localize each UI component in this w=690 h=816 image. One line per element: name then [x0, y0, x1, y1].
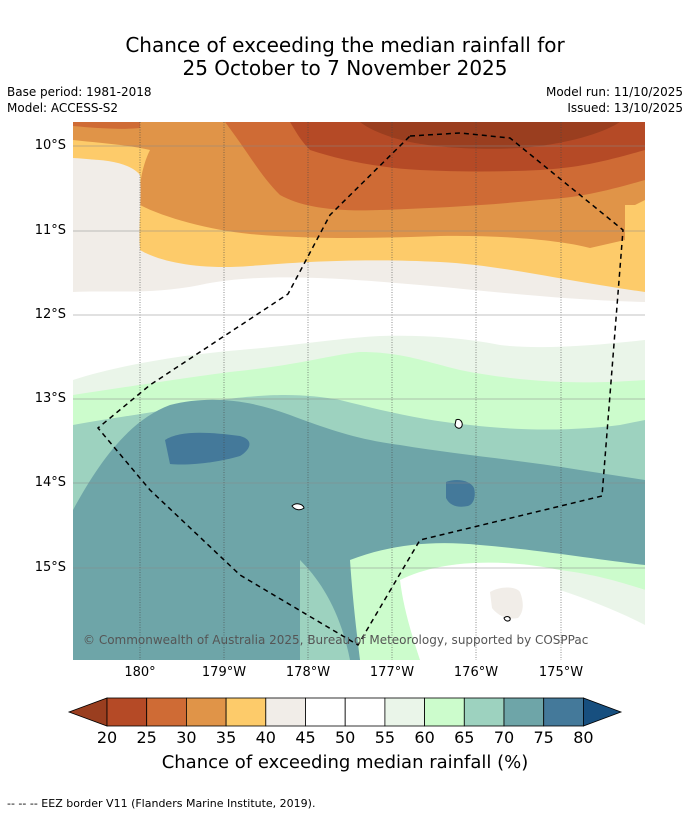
colorbar-swatch [543, 697, 584, 727]
colorbar-swatch [265, 697, 306, 727]
map-contours [73, 122, 645, 660]
colorbar-tick-label: 80 [573, 728, 594, 747]
lat-label-11s: 11°S [34, 223, 66, 238]
model-name: Model: ACCESS-S2 [7, 101, 119, 115]
eez-footer-note: -- -- -- EEZ border V11 (Flanders Marine… [7, 797, 316, 810]
light-east-patch [625, 205, 645, 235]
parallel-gridlines [73, 145, 645, 569]
colorbar-arrow-high [583, 697, 623, 727]
meta-right: Model run: 11/10/2025 Issued: 13/10/2025 [546, 84, 683, 116]
colorbar-tick-label: 65 [454, 728, 475, 747]
lat-label-12s: 12°S [34, 307, 66, 322]
colorbar-swatch [344, 697, 386, 727]
island-uvea [454, 419, 463, 429]
south-green-bay [300, 560, 350, 660]
colorbar-swatch [463, 697, 505, 727]
colorbar-swatch [424, 697, 465, 727]
colorbar-tick-label: 50 [335, 728, 356, 747]
small-orange-patch [73, 122, 140, 129]
colorbar-swatch [185, 697, 227, 727]
copyright-notice: © Commonwealth of Australia 2025, Bureau… [83, 633, 589, 647]
band-over-75-east [446, 480, 475, 507]
colorbar-tick-label: 35 [215, 728, 237, 747]
eez-border [96, 132, 624, 647]
colorbar-label: Chance of exceeding median rainfall (%) [161, 752, 529, 773]
meridian-gridlines [139, 122, 562, 660]
colorbar-swatch [225, 697, 267, 727]
band-below-20 [360, 122, 620, 149]
colorbar-tick-label: 70 [493, 728, 515, 747]
colorbar [67, 697, 623, 727]
island-niuatoputapu [503, 616, 511, 622]
lon-label-175w: 175°W [538, 665, 584, 680]
colorbar-tick-label: 45 [295, 728, 316, 747]
band-over-75-west [165, 432, 250, 465]
south-warm-patch [490, 587, 523, 619]
colorbar-swatch [503, 697, 545, 727]
colorbar-tick-label: 60 [414, 728, 435, 747]
colorbar-swatch [384, 697, 425, 727]
colorbar-tick-label: 30 [176, 728, 197, 747]
issued-date: Issued: 13/10/2025 [567, 101, 683, 115]
map-title-line1: Chance of exceeding the median rainfall … [125, 33, 565, 57]
colorbar-tick-label: 40 [255, 728, 276, 747]
meta-left: Base period: 1981-2018 Model: ACCESS-S2 [7, 84, 152, 116]
lon-label-177w: 177°W [369, 665, 415, 680]
south-east-band [560, 570, 645, 625]
colorbar-tick-label: 75 [533, 728, 554, 747]
lon-label-178w: 178°W [285, 665, 331, 680]
colorbar-tick-label: 55 [374, 728, 396, 747]
west-warm-patch [73, 159, 141, 261]
base-period: Base period: 1981-2018 [7, 85, 152, 99]
colorbar-swatch [146, 697, 187, 727]
lat-label-13s: 13°S [34, 391, 66, 406]
colorbar-tick-label: 20 [96, 728, 118, 747]
colorbar-swatch [106, 697, 148, 727]
model-run: Model run: 11/10/2025 [545, 85, 683, 99]
lon-label-180: 180° [124, 665, 156, 680]
colorbar-swatch [305, 697, 346, 727]
island-futuna [291, 503, 305, 511]
lat-label-10s: 10°S [34, 138, 66, 153]
lon-label-176w: 176°W [453, 665, 499, 680]
lon-label-179w: 179°W [201, 665, 247, 680]
lat-label-15s: 15°S [34, 560, 66, 575]
map-title-line2: 25 October to 7 November 2025 [182, 56, 508, 80]
colorbar-arrow-low [67, 697, 108, 727]
lat-label-14s: 14°S [34, 475, 66, 490]
colorbar-tick-label: 25 [136, 728, 157, 747]
